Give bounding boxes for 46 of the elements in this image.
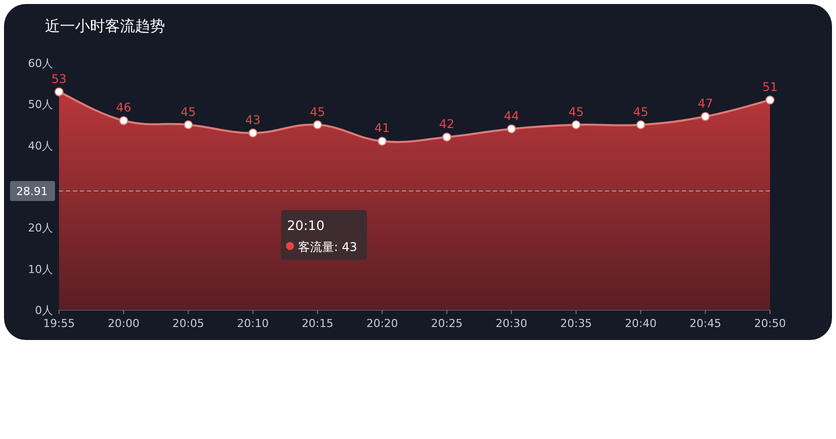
x-tick-label: 20:25 — [430, 317, 463, 330]
point — [572, 120, 581, 130]
x-tick-label: 20:10 — [237, 317, 269, 330]
data-label: 43 — [245, 112, 261, 127]
data-label: 44 — [504, 108, 520, 123]
point — [313, 120, 322, 130]
point — [378, 136, 387, 146]
data-label: 53 — [51, 72, 67, 86]
data-label: 45 — [310, 104, 326, 119]
x-tick-label: 20:20 — [366, 317, 398, 330]
point — [766, 96, 774, 105]
data-label: 45 — [633, 104, 648, 119]
data-label: 42 — [439, 117, 454, 132]
y-tick-label: 20人 — [28, 222, 53, 235]
y-tick-label: 0人 — [35, 304, 53, 317]
x-tick-label: 20:00 — [108, 317, 140, 330]
y-tick-label: 50人 — [28, 98, 53, 112]
point — [248, 128, 258, 138]
data-label: 51 — [762, 80, 778, 94]
x-tick-label: 20:05 — [172, 317, 204, 330]
x-tick-label: 20:50 — [754, 317, 786, 330]
x-tick-label: 20:15 — [302, 317, 334, 330]
x-tick-label: 20:30 — [496, 317, 528, 330]
x-tick-label: 20:40 — [624, 317, 657, 330]
data-label: 45 — [180, 104, 196, 119]
y-tick-label: 40人 — [28, 139, 53, 152]
data-label: 41 — [374, 121, 390, 136]
annotation: 客流量: 43 — [298, 240, 358, 254]
x-tick-label: 20:35 — [560, 317, 592, 330]
data-label: 45 — [568, 104, 584, 119]
point — [184, 120, 193, 130]
point — [700, 112, 710, 122]
point — [442, 132, 452, 142]
point — [54, 87, 64, 96]
x-tick-label: 20:45 — [690, 317, 722, 330]
point — [506, 124, 516, 134]
data-label: 46 — [116, 100, 132, 115]
annotation: 20:10 — [287, 219, 324, 234]
y-tick-label: 10人 — [28, 262, 53, 276]
point — [119, 116, 128, 126]
ref-line-label: 28.91 — [16, 184, 48, 198]
data-label: 47 — [698, 96, 714, 111]
x-tick-label: 19:55 — [43, 317, 75, 330]
point — [636, 120, 646, 130]
y-tick-label: 60人 — [28, 57, 53, 70]
chart-title: 近一小时客流趋势 — [45, 17, 165, 35]
